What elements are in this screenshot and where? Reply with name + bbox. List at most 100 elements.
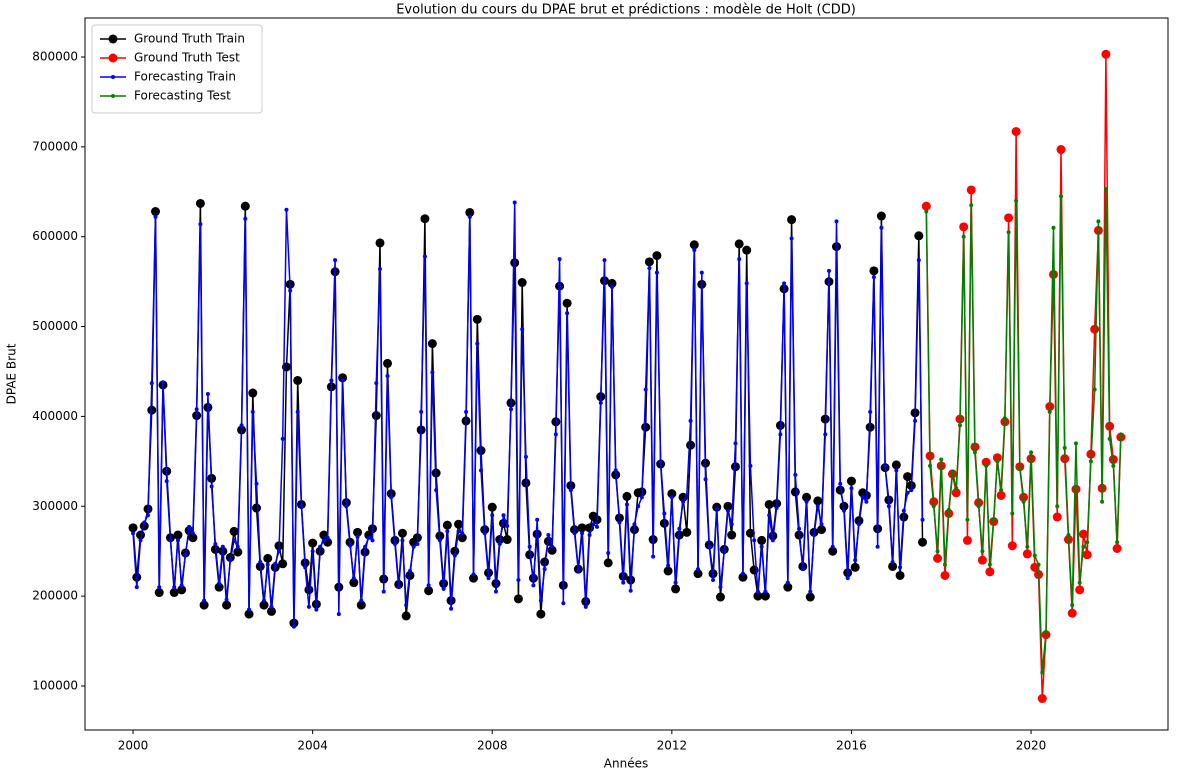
data-point <box>513 594 523 604</box>
data-point <box>813 496 823 506</box>
data-point <box>606 550 611 555</box>
data-point <box>663 566 673 576</box>
data-point <box>1100 499 1105 504</box>
data-point <box>972 450 977 455</box>
data-point <box>860 495 865 500</box>
data-point <box>415 542 420 547</box>
data-point <box>1103 187 1108 192</box>
data-point <box>725 508 730 513</box>
data-point <box>830 544 835 549</box>
data-point <box>240 201 250 211</box>
data-point <box>248 388 258 398</box>
data-point <box>411 544 416 549</box>
data-point <box>183 552 188 557</box>
data-point <box>479 468 484 473</box>
data-point <box>730 462 740 472</box>
data-point <box>980 549 985 554</box>
data-point <box>800 567 805 572</box>
data-point <box>991 517 996 522</box>
data-point <box>987 562 992 567</box>
data-point <box>243 216 248 221</box>
data-point <box>306 604 311 609</box>
data-point <box>209 484 214 489</box>
data-point <box>154 588 164 598</box>
data-point <box>639 495 644 500</box>
data-point <box>177 585 187 595</box>
data-point <box>465 207 475 217</box>
data-point <box>667 489 677 499</box>
data-point <box>333 258 338 263</box>
data-point <box>168 538 173 543</box>
data-point <box>827 268 832 273</box>
data-point <box>195 198 205 208</box>
data-point <box>430 370 435 375</box>
data-point <box>1092 387 1097 392</box>
y-tick-label: 200000 <box>32 589 78 603</box>
data-point <box>377 267 382 272</box>
data-point <box>733 441 738 446</box>
data-point <box>457 533 467 543</box>
data-point <box>965 517 970 522</box>
data-point <box>622 491 632 501</box>
data-point <box>715 592 725 602</box>
data-point <box>742 245 752 255</box>
legend-label: Ground Truth Train <box>134 32 245 46</box>
data-point <box>400 538 405 543</box>
data-point <box>828 546 838 556</box>
data-point <box>179 583 184 588</box>
data-point <box>188 533 198 543</box>
data-point <box>802 492 812 502</box>
data-point <box>338 373 348 383</box>
data-point <box>876 211 886 221</box>
data-point <box>921 201 931 211</box>
data-point <box>686 440 696 450</box>
data-point <box>1004 213 1014 223</box>
legend-marker <box>111 94 115 98</box>
data-point <box>536 609 546 619</box>
y-tick-label: 700000 <box>32 139 78 153</box>
data-point <box>321 538 326 543</box>
data-point <box>1044 630 1049 635</box>
data-point <box>505 524 510 529</box>
y-tick-label: 600000 <box>32 229 78 243</box>
data-point <box>849 486 854 491</box>
data-point <box>284 207 289 212</box>
data-point <box>407 568 412 573</box>
data-point <box>1017 466 1022 471</box>
legend-label: Ground Truth Test <box>134 51 240 65</box>
data-point <box>1118 432 1123 437</box>
data-point <box>353 527 363 537</box>
data-point <box>214 582 224 592</box>
data-point <box>783 582 793 592</box>
data-point <box>142 520 147 525</box>
data-point <box>516 577 521 582</box>
data-point <box>164 479 169 484</box>
data-point <box>977 555 987 565</box>
data-point <box>790 487 800 497</box>
data-point <box>469 573 479 583</box>
data-point <box>785 580 790 585</box>
data-point <box>520 327 525 332</box>
data-point <box>1067 608 1077 618</box>
data-point <box>266 606 276 616</box>
data-point <box>641 422 651 432</box>
data-point <box>909 488 914 493</box>
data-point <box>233 547 243 557</box>
data-point <box>817 525 827 535</box>
data-point <box>981 457 991 467</box>
data-point <box>288 288 293 293</box>
data-point <box>1051 225 1056 230</box>
data-point <box>205 391 210 396</box>
data-point <box>1081 544 1086 549</box>
data-point <box>265 562 270 567</box>
data-point <box>689 240 699 250</box>
data-point <box>454 519 464 529</box>
data-point <box>222 600 232 610</box>
data-point <box>647 266 652 271</box>
data-point <box>437 538 442 543</box>
data-point <box>247 607 252 612</box>
data-point <box>359 598 364 603</box>
data-point <box>744 281 749 286</box>
data-point <box>404 603 409 608</box>
data-point <box>527 544 532 549</box>
